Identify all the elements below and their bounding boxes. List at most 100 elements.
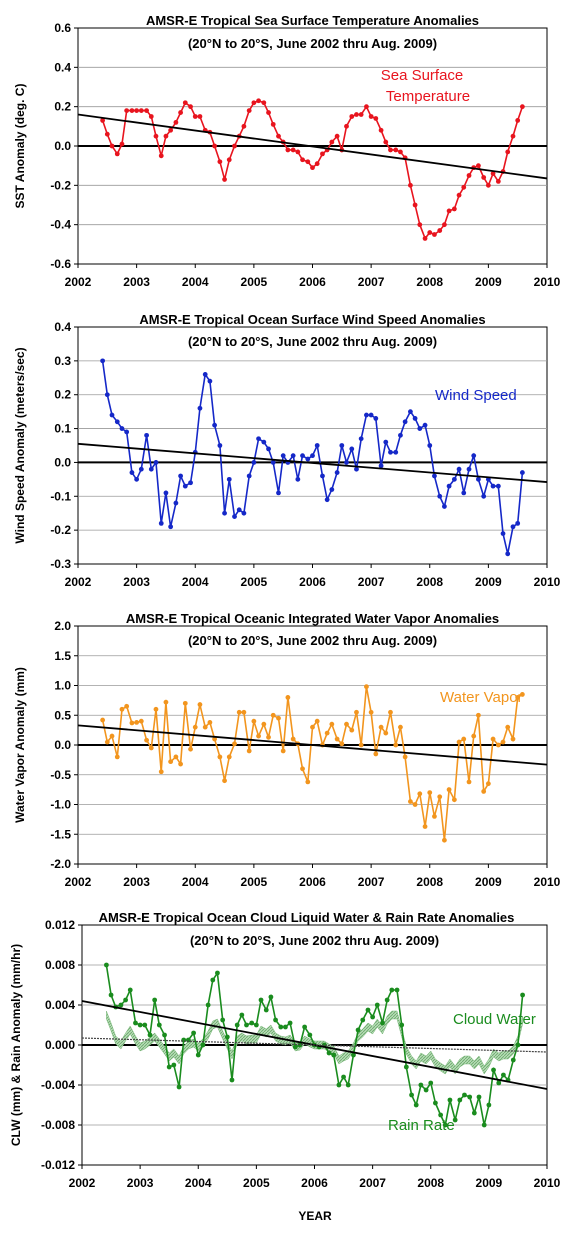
data-point: [220, 1017, 226, 1023]
data-point: [437, 493, 443, 499]
data-point: [471, 733, 477, 739]
data-point: [433, 1100, 438, 1106]
x-tick-label: 2003: [123, 275, 150, 289]
data-point: [302, 1024, 308, 1030]
data-point: [207, 378, 213, 384]
y-tick-label: 0.008: [45, 958, 75, 972]
data-point: [334, 470, 340, 475]
data-point: [383, 730, 389, 736]
data-point: [510, 133, 516, 139]
data-point: [437, 228, 443, 233]
data-point: [427, 230, 433, 235]
data-point: [500, 739, 506, 745]
data-point: [393, 742, 399, 748]
data-point: [417, 791, 423, 797]
y-tick-label: -0.3: [50, 557, 71, 571]
data-point: [344, 721, 349, 727]
chart-panel-4: 0.012 0.008 0.004 0.000 -0.004 -0.008 -0.012 20…: [9, 910, 561, 1190]
data-point: [192, 114, 198, 119]
data-point: [280, 453, 286, 459]
data-point: [446, 483, 452, 489]
data-point: [173, 120, 179, 125]
data-point: [364, 412, 369, 418]
data-point: [349, 114, 355, 119]
data-point: [217, 159, 223, 165]
data-point: [490, 171, 496, 176]
data-point: [285, 147, 291, 153]
data-point: [408, 182, 413, 188]
y-tick-label: 1.5: [54, 649, 71, 663]
data-point: [162, 1032, 167, 1038]
data-point: [129, 470, 135, 475]
data-point: [334, 736, 340, 742]
data-point: [232, 514, 237, 519]
series-annotation: Rain Rate: [388, 1117, 455, 1134]
series-annotation: Sea Surface: [381, 67, 464, 84]
data-point: [212, 143, 217, 149]
data-point: [119, 141, 125, 147]
chart-subtitle: (20°N to 20°S, June 2002 thru Aug. 2009): [188, 334, 437, 349]
y-tick-label: -0.5: [50, 768, 71, 782]
data-point: [344, 460, 349, 465]
data-point: [100, 118, 106, 123]
data-point: [290, 453, 296, 459]
data-point: [412, 416, 418, 421]
data-point: [495, 742, 501, 748]
data-point: [510, 1057, 516, 1063]
data-point: [331, 1052, 337, 1058]
data-point: [100, 358, 106, 364]
data-point: [266, 446, 271, 452]
data-point: [486, 1102, 492, 1108]
data-point: [394, 987, 400, 993]
data-point: [355, 1027, 361, 1033]
chart-title: AMSR-E Tropical Ocean Cloud Liquid Water…: [99, 910, 515, 925]
data-point: [283, 1024, 288, 1030]
data-point: [295, 149, 301, 155]
data-point: [365, 1007, 371, 1013]
x-tick-label: 2008: [416, 275, 443, 289]
data-point: [178, 110, 183, 115]
data-point: [134, 108, 140, 113]
y-tick-label: 0.004: [45, 998, 75, 1012]
data-point: [476, 1094, 482, 1100]
data-point: [388, 709, 393, 715]
data-point: [222, 510, 227, 516]
x-tick-label: 2010: [534, 575, 561, 589]
data-point: [148, 466, 154, 472]
data-point: [210, 977, 216, 983]
y-tick-label: 0.0: [54, 738, 71, 752]
y-axis-label: CLW (mm) & Rain Anomaly (mm/hr): [9, 944, 23, 1146]
data-point: [241, 123, 247, 129]
data-point: [481, 789, 487, 794]
data-point: [515, 695, 521, 700]
data-point: [191, 1030, 197, 1036]
y-tick-label: 0.012: [45, 918, 75, 932]
data-point: [158, 153, 164, 159]
data-point: [144, 108, 149, 113]
data-point: [226, 476, 232, 482]
data-point: [398, 724, 403, 730]
y-axis-label: Wind Speed Anomaly (meters/sec): [13, 347, 27, 543]
data-point: [399, 1022, 405, 1028]
data-point: [229, 1077, 235, 1083]
data-point: [402, 754, 408, 760]
x-tick-label: 2008: [416, 875, 443, 889]
data-point: [519, 104, 525, 110]
x-tick-label: 2002: [65, 875, 92, 889]
data-point: [138, 718, 144, 724]
data-point: [481, 1122, 487, 1128]
data-point: [374, 1002, 380, 1008]
cloud-water-series: [106, 1010, 523, 1075]
chart-title: AMSR-E Tropical Ocean Surface Wind Speed…: [139, 312, 485, 327]
data-point: [451, 476, 457, 482]
data-point: [168, 524, 174, 530]
data-point: [409, 1092, 414, 1098]
x-tick-label: 2004: [185, 1176, 212, 1190]
data-point: [104, 962, 109, 968]
data-point: [138, 108, 144, 113]
data-point: [109, 733, 115, 739]
data-point: [481, 175, 487, 180]
data-point: [270, 460, 276, 465]
chart-subtitle: (20°N to 20°S, June 2002 thru Aug. 2009): [188, 633, 437, 648]
data-point: [412, 202, 418, 208]
